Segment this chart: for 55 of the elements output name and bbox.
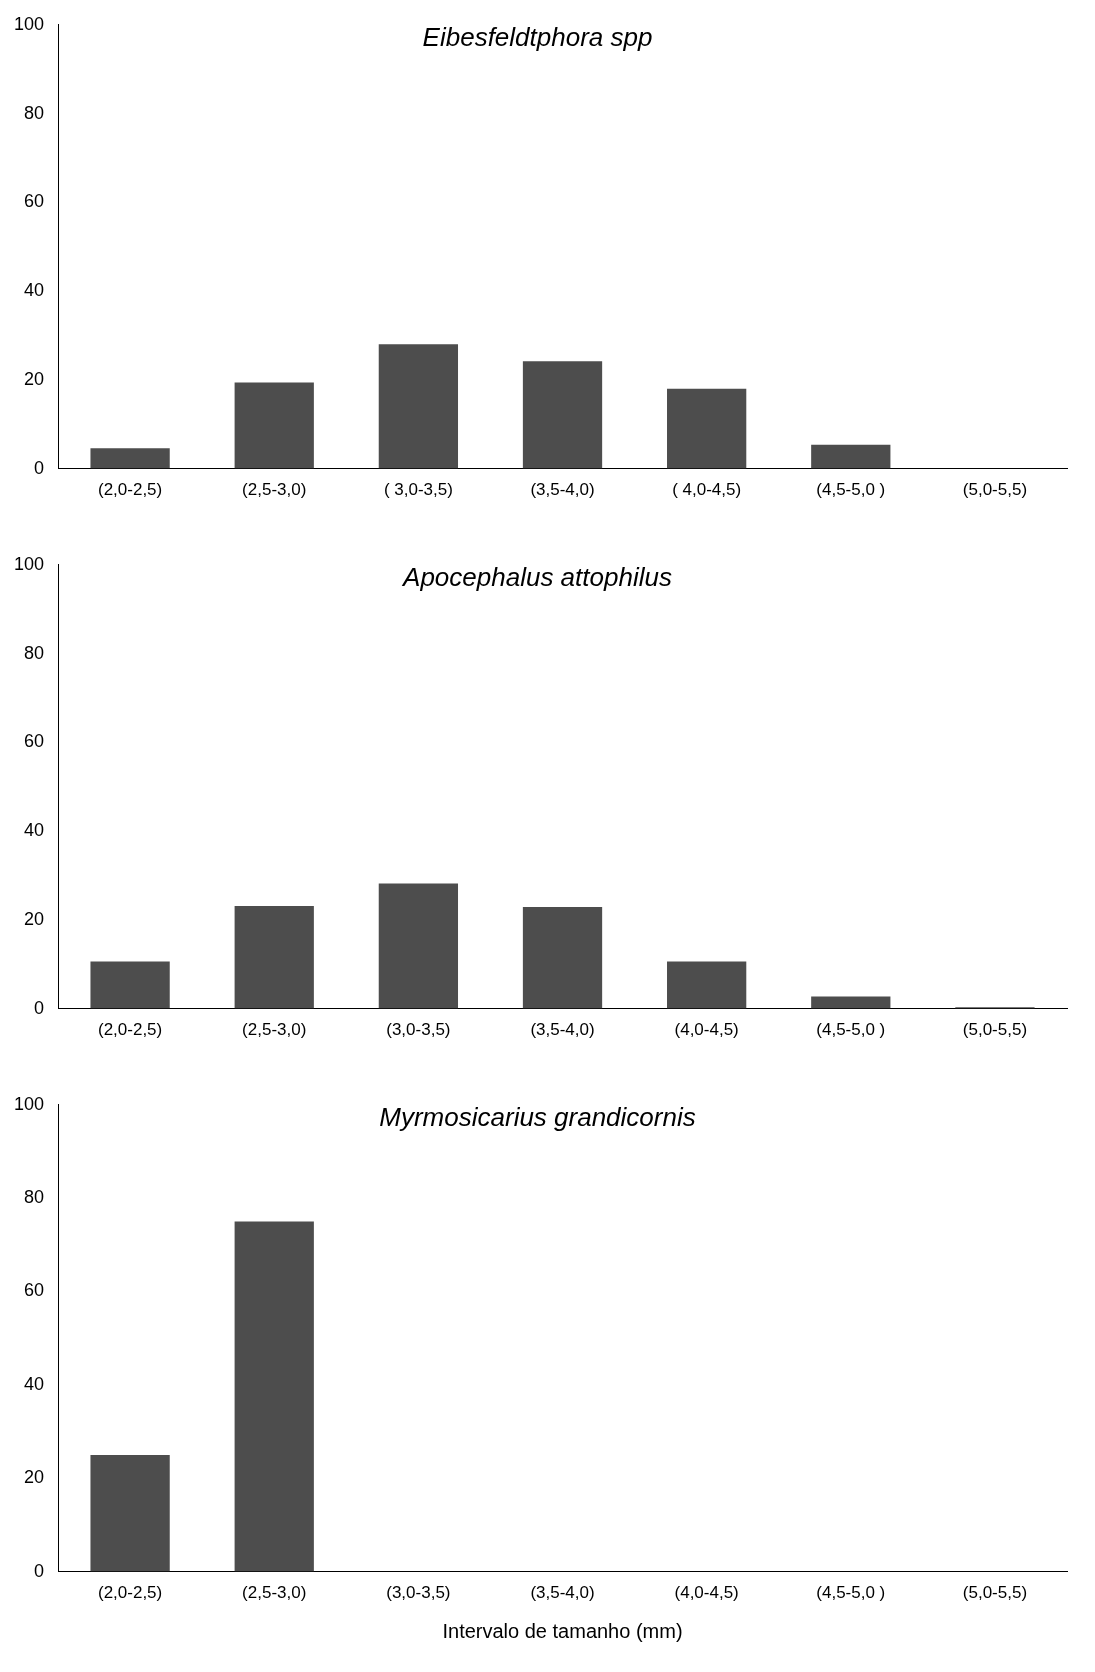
bar — [234, 382, 314, 469]
x-tick-label: (4,0-4,5) — [674, 1020, 739, 1040]
chart-title: Eibesfeldtphora spp — [422, 22, 653, 53]
y-tick-label: 20 — [24, 368, 45, 389]
x-tick-label: (2,5-3,0) — [242, 1583, 307, 1603]
x-tick-label: (3,0-3,5) — [386, 1583, 451, 1603]
x-tick-label: (4,0-4,5) — [674, 1583, 739, 1603]
x-tick-label: (4,5-5,0 ) — [816, 480, 886, 500]
y-tick-label: 0 — [34, 457, 45, 478]
x-tick-label: ( 3,0-3,5) — [383, 480, 453, 500]
y-tick-label: 40 — [24, 1373, 45, 1394]
x-tick-label: (3,5-4,0) — [530, 480, 595, 500]
bar — [234, 906, 314, 1009]
bar — [378, 883, 459, 1009]
x-tick-label: (5,0-5,5) — [962, 1583, 1028, 1603]
bar — [378, 344, 459, 469]
y-tick-label: 60 — [24, 731, 45, 752]
bar — [90, 448, 170, 469]
y-tick-label: 80 — [24, 642, 45, 663]
x-tick-label: (2,0-2,5) — [97, 480, 163, 500]
y-tick-label: 20 — [24, 1467, 45, 1488]
x-tick-label: (2,5-3,0) — [242, 480, 307, 500]
bar — [667, 961, 747, 1009]
y-tick-label: 100 — [13, 553, 45, 574]
y-tick-label: 80 — [24, 102, 45, 123]
bar — [667, 388, 747, 469]
y-tick-label: 100 — [13, 1093, 45, 1114]
x-tick-label: (3,5-4,0) — [530, 1020, 595, 1040]
x-tick-label: (4,5-5,0 ) — [816, 1583, 886, 1603]
bar — [811, 444, 891, 469]
chart-title: Apocephalus attophilus — [401, 562, 672, 593]
bar — [811, 996, 891, 1009]
x-tick-label: (4,5-5,0 ) — [816, 1020, 886, 1040]
y-tick-label: 20 — [24, 908, 45, 929]
chart-title: Myrmosicarius grandicornis — [379, 1102, 696, 1133]
y-tick-label: 60 — [24, 1280, 45, 1301]
x-tick-label: (3,5-4,0) — [530, 1583, 595, 1603]
x-tick-label: (5,0-5,5) — [962, 1020, 1028, 1040]
bar — [90, 961, 170, 1009]
y-tick-label: 100 — [13, 13, 45, 34]
x-tick-label: ( 4,0-4,5) — [672, 480, 742, 500]
y-tick-label: 40 — [24, 280, 45, 301]
y-tick-label: 40 — [24, 820, 45, 841]
y-tick-label: 0 — [34, 1560, 45, 1581]
x-tick-label: (3,0-3,5) — [386, 1020, 451, 1040]
y-tick-label: 80 — [24, 1187, 45, 1208]
bar — [522, 906, 603, 1009]
y-tick-label: 60 — [24, 191, 45, 212]
bar — [522, 361, 603, 469]
x-tick-label: (2,0-2,5) — [97, 1020, 163, 1040]
x-axis-title: Intervalo de tamanho (mm) — [442, 1619, 683, 1642]
x-tick-label: (5,0-5,5) — [962, 480, 1028, 500]
x-tick-label: (2,5-3,0) — [242, 1020, 307, 1040]
y-tick-label: 0 — [34, 997, 45, 1018]
x-tick-label: (2,0-2,5) — [97, 1583, 163, 1603]
